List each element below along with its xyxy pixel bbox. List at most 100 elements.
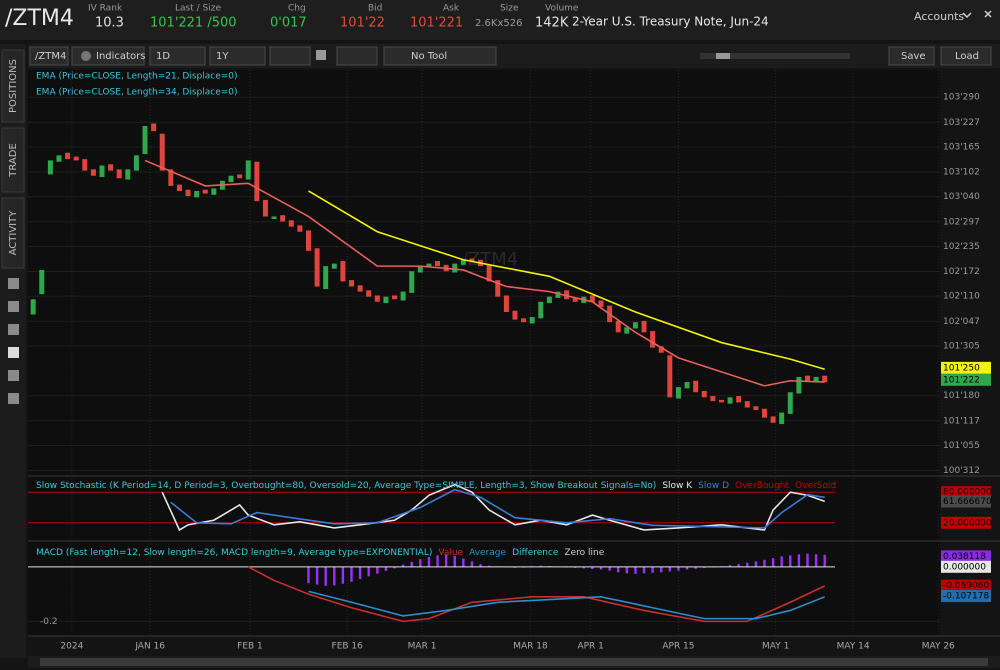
tool-label[interactable]: No Tool xyxy=(411,51,447,62)
value-marker xyxy=(941,495,991,508)
candle xyxy=(572,297,578,302)
difference-bar xyxy=(677,566,680,571)
accounts-chevron[interactable] xyxy=(962,12,972,19)
difference-bar xyxy=(384,566,388,571)
difference-bar xyxy=(410,561,413,567)
toolbar-symbol[interactable]: /ZTM4 xyxy=(35,51,66,62)
difference-bar xyxy=(427,557,431,567)
indicators-icon[interactable] xyxy=(81,51,91,61)
candle xyxy=(512,310,518,320)
y-tick-label: 101'305 xyxy=(943,341,980,351)
difference-bar xyxy=(737,564,740,567)
symbol-box[interactable] xyxy=(29,46,69,66)
candle xyxy=(409,271,415,293)
indicator-line xyxy=(308,590,826,620)
candle xyxy=(805,375,811,381)
indicators-label[interactable]: Indicators xyxy=(96,51,145,62)
value-marker-label: 0.000000 xyxy=(943,562,986,572)
sidebar-tab-label[interactable]: TRADE xyxy=(8,143,19,178)
indicator-title: Slow Stochastic (K Period=14, D Period=3… xyxy=(36,481,836,491)
indicators-button[interactable] xyxy=(71,46,145,66)
field-value: 0'017 xyxy=(270,16,307,31)
quote-fields: IV Rank 10.3 Last / Size 101'221 /500 Chg 0'0… xyxy=(88,4,579,31)
legend-entry: Slow K xyxy=(662,481,693,491)
legend-entry: EMA (Price=CLOSE, Length=34, Displace=0) xyxy=(36,88,238,98)
candle xyxy=(822,375,828,383)
y-tick-label: -0.2 xyxy=(40,617,58,627)
sidebar-icon[interactable] xyxy=(8,301,19,312)
range-select[interactable] xyxy=(209,46,266,66)
load-button[interactable] xyxy=(940,46,992,66)
difference-bar xyxy=(358,566,362,580)
difference-bar xyxy=(315,566,319,585)
value-marker xyxy=(941,516,991,529)
save-label[interactable]: Save xyxy=(901,51,926,62)
candle xyxy=(90,169,96,176)
difference-bar xyxy=(350,566,353,582)
zoom-slider[interactable] xyxy=(700,53,850,59)
period-select[interactable] xyxy=(149,46,206,66)
sidebar-icon[interactable] xyxy=(8,347,19,358)
field-label: IV Rank xyxy=(88,4,123,14)
field-value: 10.3 xyxy=(95,16,124,31)
sidebar-tab[interactable] xyxy=(1,49,25,123)
accounts-menu[interactable]: Accounts xyxy=(914,10,964,23)
x-tick-label: JAN 16 xyxy=(134,642,165,652)
save-button[interactable] xyxy=(888,46,935,66)
candle xyxy=(116,169,122,179)
legend-entry: Value xyxy=(438,548,463,558)
indicator-line xyxy=(144,159,825,387)
legend-entry: Slow D xyxy=(698,481,729,491)
y-tick-label: 101'117 xyxy=(943,416,980,426)
difference-bar xyxy=(642,566,646,574)
difference-bar xyxy=(470,561,474,567)
candle xyxy=(426,263,432,268)
indicator-line xyxy=(170,488,825,529)
sidebar-icon[interactable] xyxy=(8,324,19,335)
candle xyxy=(73,156,79,161)
candle xyxy=(521,318,527,323)
candle xyxy=(245,160,251,180)
y-tick-label: 103'165 xyxy=(943,142,980,152)
x-tick-label: MAY 26 xyxy=(922,642,955,652)
candle xyxy=(555,291,561,298)
period-label[interactable]: 1D xyxy=(156,51,170,62)
difference-bar xyxy=(685,566,689,570)
candle xyxy=(460,259,466,265)
load-label[interactable]: Load xyxy=(955,51,979,62)
value-marker-label: 61.666670 xyxy=(943,497,992,507)
difference-bar xyxy=(453,555,456,567)
scrollbar-thumb[interactable] xyxy=(40,658,988,666)
drawing-select[interactable] xyxy=(336,46,378,66)
sidebar-tab[interactable] xyxy=(1,127,25,193)
sidebar-icon[interactable] xyxy=(8,393,19,404)
candle xyxy=(82,159,88,171)
candle xyxy=(237,174,243,179)
difference-bar xyxy=(634,566,637,574)
candle xyxy=(151,123,157,132)
sidebar-tab-label[interactable]: POSITIONS xyxy=(8,59,19,113)
difference-bar xyxy=(462,558,465,567)
y-tick-label: 103'040 xyxy=(943,192,980,202)
zoom-thumb[interactable] xyxy=(716,53,730,59)
tool-select[interactable] xyxy=(383,46,497,66)
value-marker xyxy=(941,590,991,603)
candle xyxy=(349,280,355,287)
x-tick-label: FEB 16 xyxy=(332,642,364,652)
settings-icon[interactable] xyxy=(316,50,326,60)
sidebar-tab[interactable] xyxy=(1,197,25,269)
value-marker-label: -0.107178 xyxy=(943,592,989,602)
candle xyxy=(770,416,776,423)
sidebar-icon[interactable] xyxy=(8,370,19,381)
sidebar-tab-label[interactable]: ACTIVITY xyxy=(8,210,19,256)
sidebar-icon[interactable] xyxy=(8,278,19,289)
candle xyxy=(323,266,329,290)
style-select[interactable] xyxy=(269,46,311,66)
close-icon[interactable] xyxy=(984,10,992,18)
candle xyxy=(56,155,62,162)
difference-bar xyxy=(487,565,491,567)
candle xyxy=(779,412,785,425)
indicator-line xyxy=(308,190,825,371)
field-value: 101'221 /500 xyxy=(150,16,237,31)
range-label[interactable]: 1Y xyxy=(216,51,229,62)
